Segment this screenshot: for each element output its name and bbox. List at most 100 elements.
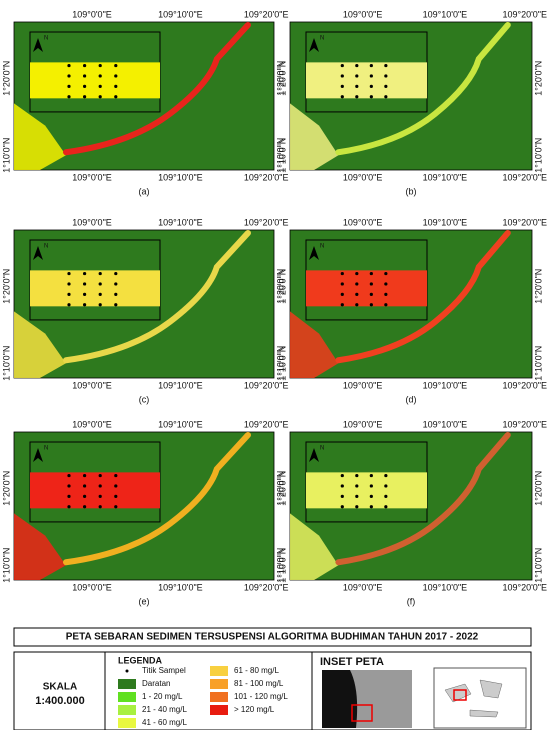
sample-point xyxy=(98,282,102,286)
sample-point xyxy=(340,63,344,68)
sample-point xyxy=(67,95,71,99)
sample-point xyxy=(355,271,359,276)
river xyxy=(335,21,511,156)
lon-label: 109°20'0"E xyxy=(244,582,289,592)
sample-point xyxy=(369,303,373,307)
sample-point xyxy=(83,282,87,286)
sample-point xyxy=(98,292,102,296)
sample-point xyxy=(67,292,71,296)
lat-label: 1°20'0"N xyxy=(275,471,285,506)
lon-label: 109°0'0"E xyxy=(343,419,383,429)
lon-label: 109°20'0"E xyxy=(244,380,289,390)
north-arrow xyxy=(309,246,319,260)
sample-point xyxy=(340,84,344,88)
sample-point xyxy=(355,282,359,286)
lon-label: 109°0'0"E xyxy=(343,380,383,390)
sample-point xyxy=(98,505,102,509)
sample-point xyxy=(83,484,87,488)
coast xyxy=(290,513,339,580)
north-label: N xyxy=(320,244,324,250)
legend-swatch xyxy=(118,705,136,715)
sample-point xyxy=(384,303,388,307)
panel-label: (d) xyxy=(406,394,417,404)
sample-point xyxy=(355,494,359,498)
sample-point xyxy=(369,84,373,88)
panel-label: (e) xyxy=(139,596,150,606)
legend-swatch xyxy=(210,692,228,702)
lon-label: 109°10'0"E xyxy=(158,172,203,182)
inset-sediment xyxy=(30,270,160,307)
lon-label: 109°0'0"E xyxy=(343,217,383,227)
inset-sediment xyxy=(306,270,427,307)
lon-label: 109°20'0"E xyxy=(502,9,547,19)
north-arrow xyxy=(33,448,43,462)
lat-label: 1°20'0"N xyxy=(277,269,287,304)
sample-point xyxy=(369,292,373,296)
north-arrow xyxy=(33,38,43,52)
lat-label: 1°10'0"N xyxy=(533,548,543,583)
sample-point xyxy=(384,95,388,99)
sample-point xyxy=(67,84,71,88)
lon-label: 109°10'0"E xyxy=(423,582,468,592)
lat-label: 1°20'0"N xyxy=(1,471,11,506)
sample-point xyxy=(83,303,87,307)
sample-point xyxy=(67,74,71,78)
sample-point xyxy=(369,271,373,276)
lon-label: 109°20'0"E xyxy=(244,172,289,182)
sample-point xyxy=(369,494,373,498)
sample-point xyxy=(83,74,87,78)
sample-point xyxy=(340,271,344,276)
sample-point xyxy=(114,95,118,99)
lat-label: 1°10'0"N xyxy=(533,138,543,173)
sample-point xyxy=(369,74,373,78)
north-label: N xyxy=(320,36,324,42)
panel-label: (a) xyxy=(139,186,150,196)
lon-label: 109°0'0"E xyxy=(72,9,112,19)
sample-point xyxy=(83,63,87,68)
sample-point xyxy=(98,95,102,99)
north-label: N xyxy=(44,36,48,42)
sample-point xyxy=(340,95,344,99)
lon-label: 109°0'0"E xyxy=(72,172,112,182)
legend-label: Daratan xyxy=(142,679,170,688)
sample-point xyxy=(384,505,388,509)
scale-label: SKALA xyxy=(43,682,77,693)
coast xyxy=(290,103,339,170)
legend-dot xyxy=(125,669,129,673)
north-arrow xyxy=(309,448,319,462)
sample-point xyxy=(114,74,118,78)
lat-label: 1°10'0"N xyxy=(275,346,285,381)
sample-point xyxy=(98,494,102,498)
lon-label: 109°20'0"E xyxy=(244,217,289,227)
inset-sediment xyxy=(306,472,427,509)
sample-point xyxy=(98,271,102,276)
coast xyxy=(14,103,66,170)
inset-land xyxy=(350,670,412,728)
sample-point xyxy=(355,74,359,78)
north-arrow xyxy=(309,38,319,52)
river xyxy=(63,229,251,364)
sample-point xyxy=(340,282,344,286)
sample-point xyxy=(67,473,71,478)
inset-sediment xyxy=(30,62,160,99)
inset-title: INSET PETA xyxy=(320,656,384,668)
sample-point xyxy=(340,74,344,78)
sample-point xyxy=(114,303,118,307)
legend-swatch xyxy=(118,679,136,689)
north-label: N xyxy=(320,446,324,452)
lon-label: 109°20'0"E xyxy=(244,419,289,429)
sample-point xyxy=(114,84,118,88)
legend-label: 21 - 40 mg/L xyxy=(142,705,187,714)
sample-point xyxy=(98,484,102,488)
lon-label: 109°20'0"E xyxy=(502,582,547,592)
lat-label: 1°10'0"N xyxy=(1,548,11,583)
sample-point xyxy=(67,505,71,509)
sample-point xyxy=(83,271,87,276)
north-label: N xyxy=(44,446,48,452)
legend-label: 1 - 20 mg/L xyxy=(142,692,183,701)
sample-point xyxy=(369,95,373,99)
lat-label: 1°20'0"N xyxy=(277,61,287,96)
sample-point xyxy=(83,494,87,498)
lat-label: 1°20'0"N xyxy=(275,61,285,96)
sample-point xyxy=(114,494,118,498)
